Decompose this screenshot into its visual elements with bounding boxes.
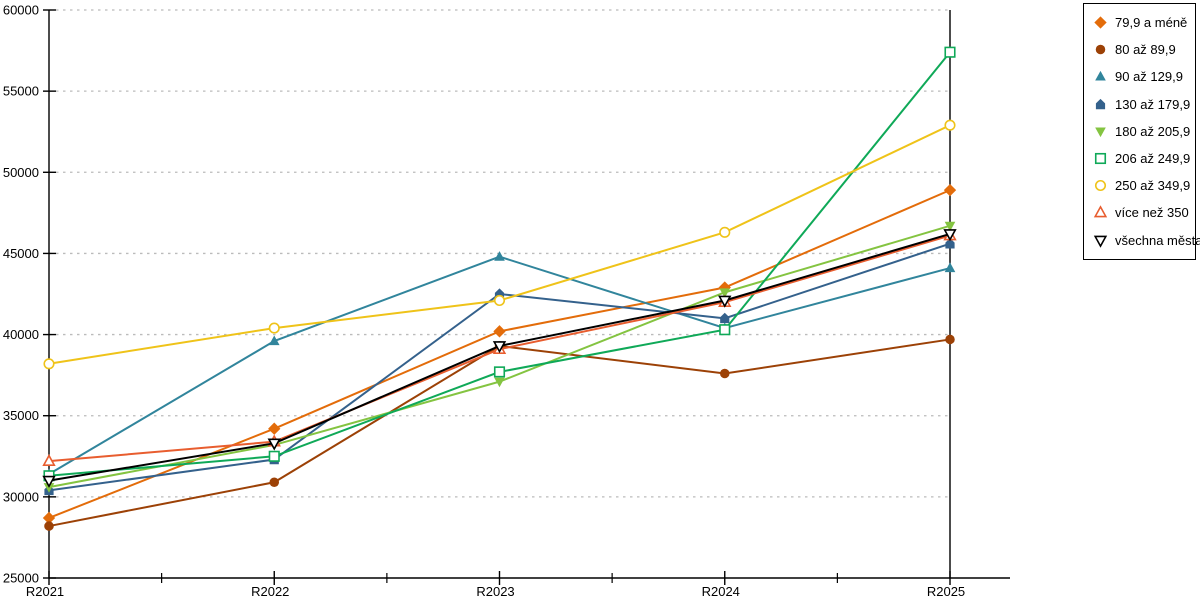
y-tick-label: 50000 <box>3 165 39 180</box>
series-1 <box>44 334 955 531</box>
x-tick-label: R2024 <box>702 584 740 599</box>
marker-triangle-up <box>944 262 956 273</box>
legend-item-label: všechna města <box>1115 232 1200 248</box>
y-axis-ticks: 25000 30000 35000 40000 45000 50000 55000 60000 <box>3 3 56 586</box>
y-tick-label: 60000 <box>3 3 39 18</box>
series-2 <box>43 251 956 479</box>
marker-diamond <box>493 325 506 338</box>
pentagon-icon <box>1093 97 1108 112</box>
y-tick-label: 40000 <box>3 327 39 342</box>
marker-square-open <box>719 324 731 336</box>
marker-triangle-down <box>719 288 731 298</box>
triangle-down-open-icon <box>1093 233 1108 248</box>
marker-triangle-down-open <box>1093 235 1108 248</box>
legend-item-label: více než 350 <box>1115 205 1189 221</box>
series-4 <box>43 221 956 493</box>
legend-item: všechna města <box>1093 227 1200 254</box>
legend-item: 206 až 249,9 <box>1093 145 1195 172</box>
marker-circle-open <box>43 358 55 370</box>
series-6 <box>43 119 956 370</box>
x-tick-label: R2021 <box>26 584 64 599</box>
marker-diamond <box>268 422 281 435</box>
marker-circle <box>1095 45 1106 55</box>
marker-circle-open <box>719 226 731 238</box>
marker-triangle-up <box>268 335 280 346</box>
legend-item: 250 až 349,9 <box>1093 172 1195 199</box>
marker-triangle-down <box>494 377 505 388</box>
marker-triangle-up-open <box>42 453 56 466</box>
marker-triangle-up <box>494 251 505 261</box>
marker-diamond <box>42 511 56 525</box>
marker-diamond <box>1094 16 1107 29</box>
legend-item-label: 180 až 205,9 <box>1115 123 1191 139</box>
series-line <box>48 232 951 482</box>
legend-item: 90 až 129,9 <box>1093 63 1195 90</box>
x-tick-label: R2025 <box>927 584 965 599</box>
marker-circle <box>719 368 730 379</box>
marker-diamond <box>943 183 957 197</box>
y-tick-label: 45000 <box>3 246 39 261</box>
y-tick-label: 30000 <box>3 489 39 504</box>
marker-circle <box>945 334 955 345</box>
triangle-down-icon <box>1093 124 1108 139</box>
legend-item-label: 130 až 179,9 <box>1115 96 1191 112</box>
marker-circle-open <box>1094 180 1107 192</box>
marker-square-open <box>268 450 280 462</box>
marker-triangle-down <box>1095 127 1106 137</box>
legend-item: více než 350 <box>1093 199 1195 226</box>
marker-triangle-down-open <box>267 438 281 451</box>
marker-pentagon <box>1095 98 1106 109</box>
marker-circle-open <box>268 322 280 334</box>
series-line <box>48 189 951 519</box>
legend-item: 80 až 89,9 <box>1093 36 1195 63</box>
marker-triangle-up-open <box>1093 205 1108 218</box>
y-tick-label: 35000 <box>3 408 39 423</box>
axes <box>48 10 1010 579</box>
y-tick-label: 25000 <box>3 571 39 586</box>
series-8 <box>42 229 957 488</box>
marker-square-open <box>944 46 956 58</box>
marker-pentagon <box>720 312 730 324</box>
marker-triangle-down <box>944 221 956 232</box>
x-axis-ticks: R2021 R2022 R2023 R2024 R2025 <box>26 571 965 599</box>
marker-circle <box>44 521 54 531</box>
legend-item: 130 až 179,9 <box>1093 91 1195 118</box>
legend: 79,9 a méně 80 až 89,9 90 až 129,9 130 až 1… <box>1083 3 1200 260</box>
marker-circle <box>269 477 280 488</box>
marker-triangle-down <box>43 483 55 493</box>
marker-circle-open <box>944 119 956 131</box>
legend-item-label: 80 až 89,9 <box>1115 42 1176 58</box>
marker-square-open <box>493 366 506 378</box>
marker-triangle-down-open <box>718 295 732 308</box>
circle-open-icon <box>1093 178 1108 193</box>
y-tick-label: 55000 <box>3 84 39 99</box>
series-line <box>48 224 951 489</box>
legend-item-label: 206 až 249,9 <box>1115 151 1191 167</box>
x-tick-label: R2022 <box>251 584 289 599</box>
legend-item: 180 až 205,9 <box>1093 118 1195 145</box>
legend-item-label: 90 až 129,9 <box>1115 69 1183 85</box>
triangle-up-open-icon <box>1093 205 1108 220</box>
marker-triangle-down-open <box>42 475 56 488</box>
marker-pentagon <box>945 238 955 249</box>
marker-square-open <box>1094 152 1107 165</box>
square-open-icon <box>1093 151 1108 166</box>
legend-item-label: 250 až 349,9 <box>1115 178 1191 194</box>
series-5 <box>43 46 956 482</box>
marker-circle-open <box>493 294 506 307</box>
diamond-icon <box>1093 15 1108 30</box>
triangle-up-icon <box>1093 69 1108 84</box>
series-line <box>48 51 951 477</box>
marker-triangle-up <box>1095 71 1106 82</box>
x-tick-label: R2023 <box>476 584 514 599</box>
legend-item-label: 79,9 a méně <box>1115 15 1188 31</box>
marker-triangle-down-open <box>492 341 507 354</box>
circle-icon <box>1093 42 1108 57</box>
legend-item: 79,9 a méně <box>1093 9 1195 36</box>
marker-triangle-down-open <box>943 229 957 242</box>
